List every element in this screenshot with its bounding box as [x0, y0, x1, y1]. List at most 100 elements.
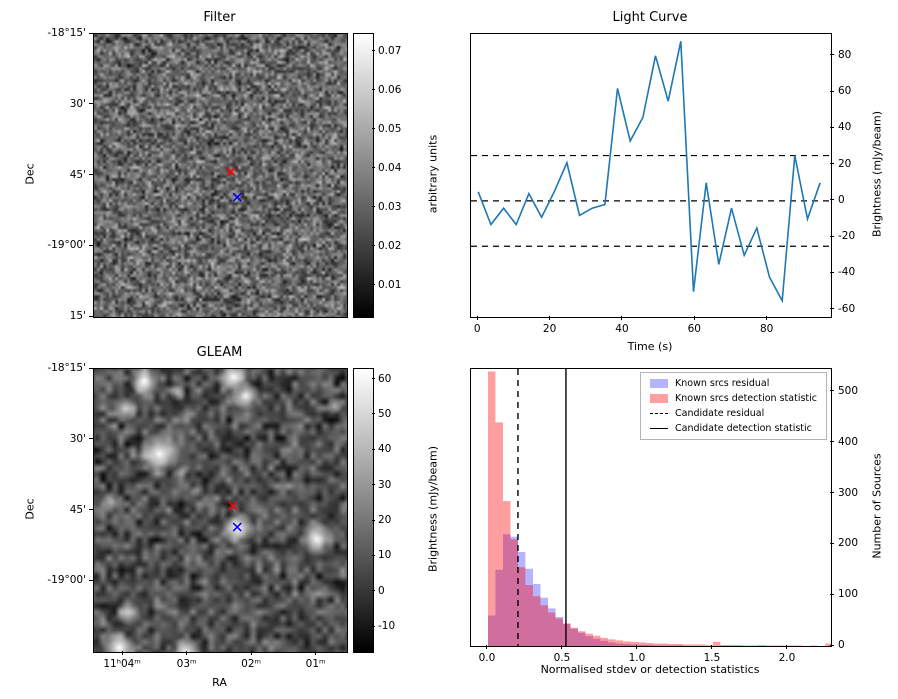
tick-mark: [830, 126, 834, 128]
tick-label: -18°15': [47, 362, 86, 374]
tick-label: 0.04: [378, 161, 402, 174]
tick-label: 80: [838, 48, 852, 61]
tick-mark: [636, 645, 638, 649]
tick-mark: [372, 245, 375, 247]
gleam-image: [93, 368, 348, 653]
tick-mark: [372, 519, 375, 521]
tick-mark: [830, 441, 834, 443]
tick-label: 60: [687, 323, 701, 335]
tick-mark: [250, 651, 252, 655]
tick-mark: [830, 542, 834, 544]
tick-mark: [372, 167, 375, 169]
tick-mark: [830, 199, 834, 201]
gleam-colorbar-label: Brightness (mJy/beam): [426, 445, 440, 573]
hist-series-0: [488, 534, 683, 646]
tick-label: 40: [378, 443, 392, 456]
tick-mark: [830, 54, 834, 56]
tick-mark: [89, 32, 93, 34]
tick-label: 30': [69, 97, 86, 110]
tick-mark: [372, 378, 375, 380]
tick-mark: [372, 484, 375, 486]
detection-swatch-icon: [650, 394, 668, 403]
tick-mark: [372, 128, 375, 130]
tick-label: 30: [378, 478, 392, 491]
light-curve-plot: [470, 33, 832, 318]
tick-label: 20: [378, 514, 392, 527]
hist-legend: Known srcs residual Known srcs detection…: [640, 372, 827, 440]
residual-swatch-icon: [650, 379, 668, 388]
light-curve-title: Light Curve: [612, 10, 688, 25]
tick-mark: [830, 390, 834, 392]
light-curve-ylabel: Brightness (mJy/beam): [870, 110, 884, 238]
tick-mark: [89, 315, 93, 317]
tick-label: 60: [838, 85, 852, 98]
tick-label: 80: [759, 323, 774, 335]
tick-mark: [372, 50, 375, 52]
tick-label: 0.07: [378, 44, 402, 57]
tick-mark: [561, 645, 563, 649]
tick-label: 0.01: [378, 278, 402, 291]
tick-label: 03ᵐ: [176, 658, 197, 670]
legend-item-residual: Known srcs residual: [650, 378, 817, 389]
legend-label-residual: Known srcs residual: [675, 378, 770, 389]
tick-label: 0.05: [378, 122, 402, 135]
tick-mark: [372, 448, 375, 450]
tick-mark: [830, 271, 834, 273]
tick-label: -10: [378, 620, 396, 633]
tick-mark: [315, 651, 317, 655]
tick-mark: [693, 316, 695, 320]
tick-mark: [372, 284, 375, 286]
legend-item-candidate-residual: Candidate residual: [650, 408, 817, 419]
legend-item-candidate-detection: Candidate detection statistic: [650, 423, 817, 434]
tick-label: 0.06: [378, 83, 402, 96]
tick-mark: [89, 509, 93, 510]
tick-label: 01ᵐ: [305, 658, 326, 670]
tick-label: 45': [69, 168, 86, 181]
tick-label: -19°00': [47, 574, 86, 587]
tick-mark: [830, 308, 834, 310]
tick-label: 0.02: [378, 239, 402, 252]
tick-label: 40: [615, 323, 629, 335]
tick-mark: [372, 413, 375, 415]
tick-mark: [89, 174, 93, 175]
tick-mark: [89, 438, 93, 440]
legend-label-candidate-detection: Candidate detection statistic: [675, 423, 812, 434]
tick-label: 300: [838, 486, 859, 499]
tick-label: 0: [838, 193, 845, 206]
gleam-colorbar: [353, 368, 374, 653]
tick-label: 0.5: [553, 652, 571, 664]
filter-title: Filter: [203, 10, 236, 25]
filter-colorbar-label: arbitrary units: [426, 134, 440, 214]
tick-label: 20: [542, 323, 557, 335]
filter-ylabel: Dec: [23, 163, 37, 185]
hist-ylabel: Number of Sources: [870, 453, 884, 559]
tick-mark: [786, 645, 788, 649]
tick-mark: [830, 163, 834, 165]
tick-mark: [121, 651, 123, 655]
tick-mark: [372, 206, 375, 208]
tick-mark: [372, 554, 375, 556]
legend-item-detection: Known srcs detection statistic: [650, 393, 817, 404]
tick-mark: [486, 645, 488, 649]
tick-mark: [766, 316, 768, 320]
tick-label: 0.03: [378, 200, 402, 213]
tick-mark: [476, 316, 478, 320]
hist-xlabel: Normalised stdev or detection statistics: [540, 663, 760, 676]
tick-mark: [549, 316, 551, 320]
dashed-line-icon: [650, 413, 668, 414]
solid-line-icon: [650, 428, 668, 429]
tick-label: 0: [378, 584, 385, 597]
tick-mark: [372, 590, 375, 592]
tick-label: 2.0: [778, 652, 796, 664]
tick-mark: [186, 651, 188, 655]
tick-label: 0: [473, 323, 481, 335]
tick-label: 10: [378, 549, 392, 562]
tick-label: -19°00': [47, 239, 86, 252]
tick-label: 11ʰ04ᵐ: [103, 658, 141, 670]
tick-label: 50: [378, 407, 392, 420]
hist-series-1: [488, 371, 831, 646]
tick-label: 0.0: [478, 652, 496, 664]
legend-label-detection: Known srcs detection statistic: [675, 393, 817, 404]
tick-label: 200: [838, 537, 859, 550]
tick-mark: [711, 645, 713, 649]
